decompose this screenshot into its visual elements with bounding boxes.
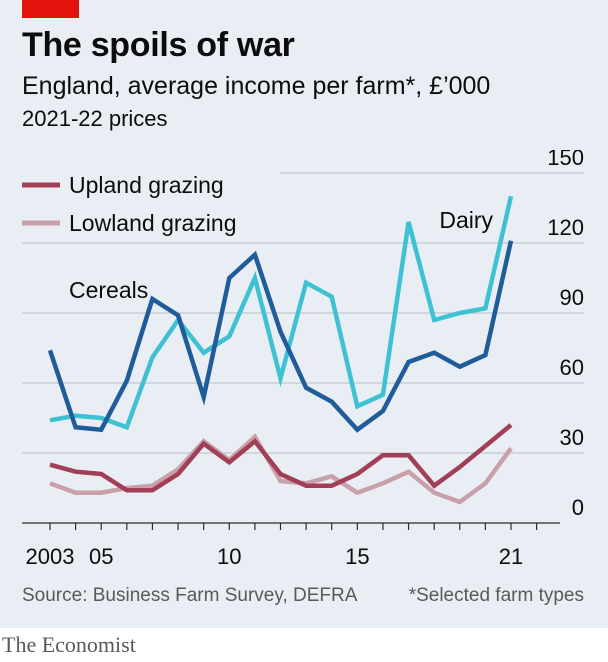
series-labels: Cereals Dairy [69, 207, 493, 303]
x-tick-label-05: 05 [89, 544, 113, 569]
series-lines [47, 195, 514, 505]
x-tick-label-21: 21 [499, 544, 523, 569]
y-tick-label-150: 150 [547, 150, 584, 170]
logo-band [0, 628, 608, 662]
series-line-cereals [47, 240, 514, 433]
brand-red-tag [22, 0, 79, 18]
x-tick-label-10: 10 [217, 544, 241, 569]
legend: Upland grazing Lowland grazing [22, 172, 237, 236]
prices-note: 2021-22 prices [22, 106, 168, 131]
legend-label-lowland-grazing: Lowland grazing [69, 210, 237, 236]
series-label-dairy: Dairy [439, 207, 493, 233]
x-axis: 2003 05 10 15 21 [26, 523, 538, 569]
series-label-cereals: Cereals [69, 277, 148, 303]
y-tick-label-0: 0 [572, 495, 584, 520]
series-line-dairy [49, 195, 514, 431]
legend-label-upland-grazing: Upland grazing [69, 172, 224, 198]
economist-logo: The Economist [2, 632, 136, 657]
x-tick-label-2003: 2003 [26, 544, 75, 569]
source-note: Source: Business Farm Survey, DEFRA [22, 585, 358, 606]
y-tick-label-30: 30 [560, 425, 584, 450]
x-tick-label-15: 15 [345, 544, 369, 569]
y-tick-label-120: 120 [547, 215, 584, 240]
chart-title: The spoils of war [22, 26, 295, 64]
y-tick-label-60: 60 [560, 355, 584, 380]
y-tick-label-90: 90 [560, 285, 584, 310]
chart-subtitle: England, average income per farm*, £’000 [22, 72, 491, 100]
series-line-upland-grazing [49, 423, 513, 493]
y-axis-labels: 0 30 60 90 120 150 [547, 150, 584, 520]
footnote: *Selected farm types [408, 585, 584, 606]
series-line-lowland-grazing [49, 433, 513, 505]
